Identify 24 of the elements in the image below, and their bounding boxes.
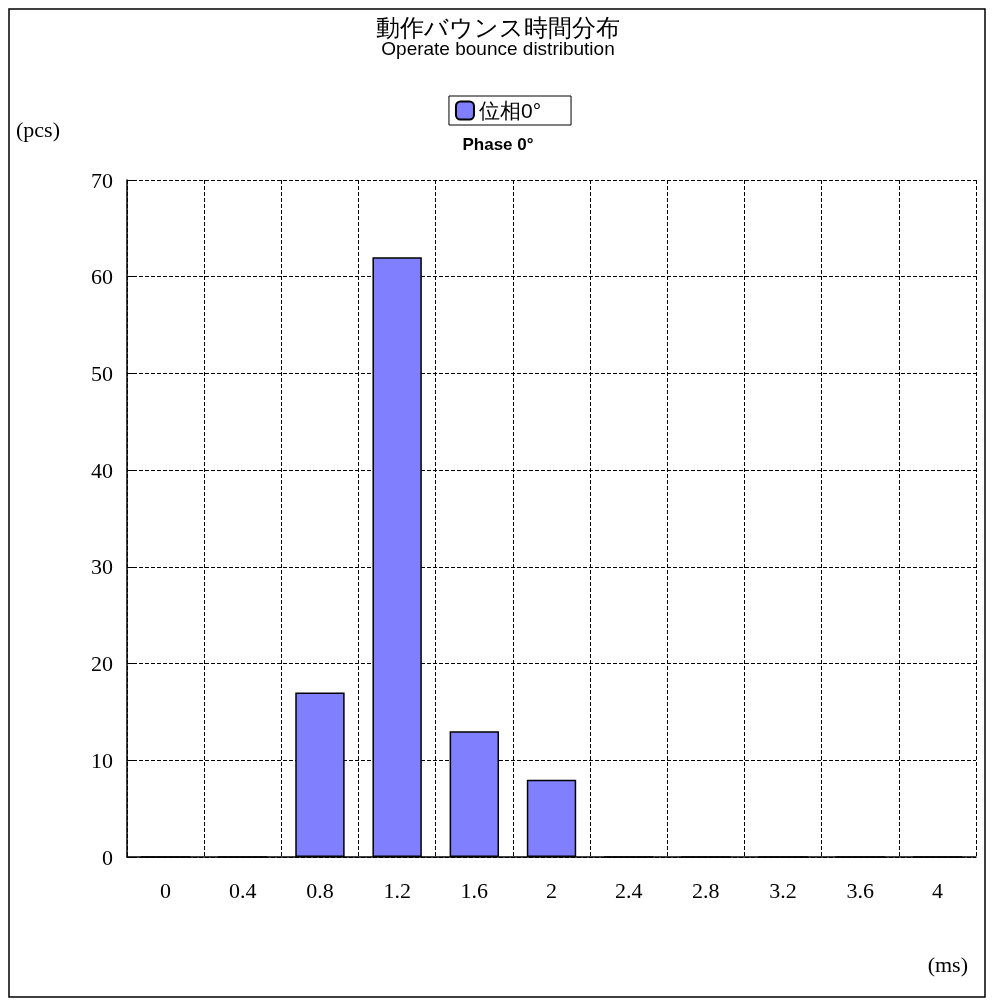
chart-title: 動作バウンス時間分布 [376, 13, 620, 41]
y-tick-label: 30 [91, 554, 113, 580]
x-tick-label: 2 [546, 877, 557, 903]
y-tick-label: 70 [91, 167, 113, 193]
legend-label: 位相0° [478, 99, 542, 122]
text: Phase 0° [462, 135, 534, 154]
x-axis-title: (ms) [927, 951, 968, 977]
x-tick-label: 4 [931, 877, 943, 903]
y-tick-label: 40 [91, 457, 113, 483]
y-tick-label: 60 [91, 264, 113, 290]
x-tick-label: 3.6 [846, 877, 874, 903]
y-tick-label: 0 [102, 844, 113, 870]
y-tick-label: 20 [91, 651, 113, 677]
x-tick-label: 0.4 [229, 877, 257, 903]
x-tick-label: 0 [160, 877, 172, 903]
x-tick-label: 2.4 [614, 877, 643, 903]
x-tick-label: 1.2 [383, 877, 411, 903]
y-axis-title: (pcs) [16, 116, 60, 142]
x-tick-label: 0.8 [306, 877, 334, 903]
x-tick-label: 2.8 [692, 877, 720, 903]
y-tick-label: 10 [91, 747, 113, 773]
x-tick-label: 1.6 [460, 877, 489, 903]
x-tick-label: 3.2 [769, 877, 797, 903]
y-tick-label: 50 [91, 360, 113, 386]
